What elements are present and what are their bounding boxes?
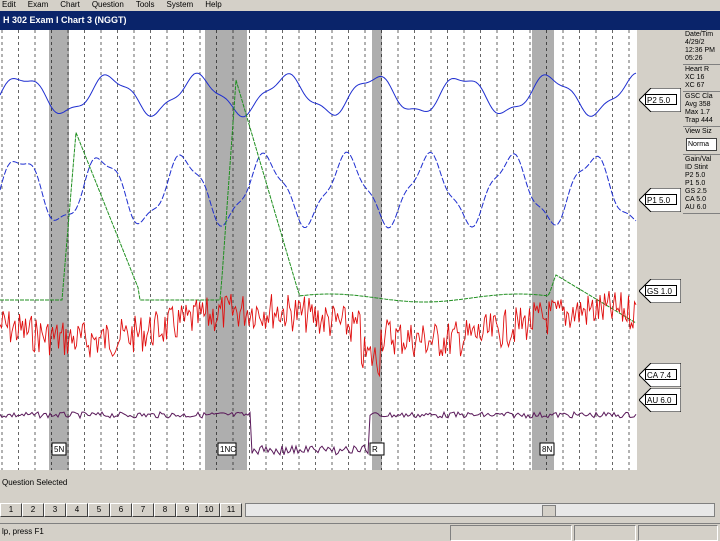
polygraph-chart[interactable]: 5N 1NC R 8N (0, 30, 637, 470)
status-bar: lp, press F1 (0, 523, 720, 541)
menu-help[interactable]: Help (205, 0, 222, 9)
question-button[interactable]: 2 (22, 503, 44, 517)
time-line: 12:36 PM (685, 47, 715, 54)
question-marker-label: R (372, 445, 378, 454)
question-button[interactable]: 4 (66, 503, 88, 517)
question-button[interactable]: 7 (132, 503, 154, 517)
gain-value: P1 5.0 (685, 180, 706, 187)
channel-label-gs: GS 1.0 (645, 285, 677, 296)
question-marker-box (217, 442, 237, 456)
question-button[interactable]: 9 (176, 503, 198, 517)
channel-label-p2: P2 5.0 (645, 94, 677, 105)
elapsed-line: 05:26 (685, 55, 703, 62)
gain-value: AU 6.0 (685, 204, 707, 211)
pneumo-lower-trace (0, 151, 637, 229)
gain-label: Gain/Val (685, 156, 712, 163)
menu-edit[interactable]: Edit (2, 0, 16, 9)
question-marker-label: 8N (542, 445, 552, 454)
channel-handle-p2[interactable]: P2 5.0 (638, 87, 682, 113)
date-label: Date/Tim (685, 31, 714, 38)
gsc-line: Max 1.7 (685, 109, 710, 116)
horizontal-scrollbar[interactable] (245, 503, 715, 517)
stimulus-band (532, 30, 554, 470)
status-cell (638, 525, 718, 541)
question-marker-box (539, 442, 555, 456)
date-line: 4/29/2 (685, 39, 705, 46)
gain-sub-label: ID Stint (685, 164, 708, 171)
gsc-label: GSC Cla (685, 93, 713, 100)
stimulus-band (205, 30, 247, 470)
question-button[interactable]: 6 (110, 503, 132, 517)
heart-rate-label: Heart R (685, 66, 710, 73)
gain-value: CA 5.0 (685, 196, 707, 203)
channel-handle-au[interactable]: AU 6.0 (638, 387, 682, 413)
channel-handle-ca[interactable]: CA 7.4 (638, 362, 682, 388)
gain-section: Gain/Val ID Stint P2 5.0 P1 5.0 GS 2.5 C… (683, 155, 720, 214)
gsc-line: Avg 358 (685, 101, 711, 108)
scroll-thumb[interactable] (542, 505, 556, 517)
channel-label-ca: CA 7.4 (645, 369, 677, 380)
status-text: lp, press F1 (2, 527, 44, 536)
question-marker-box (51, 442, 67, 456)
question-button[interactable]: 3 (44, 503, 66, 517)
gain-value: P2 5.0 (685, 172, 706, 179)
heart-rate-section: Heart R XC 16 XC 67 (683, 65, 720, 92)
question-button[interactable]: 8 (154, 503, 176, 517)
question-button[interactable]: 1 (0, 503, 22, 517)
view-size-section: View Siz Norma (683, 127, 720, 155)
menu-tools[interactable]: Tools (135, 0, 155, 9)
view-size-select[interactable]: Norma (686, 138, 717, 151)
channel-handle-gs[interactable]: GS 1.0 (638, 278, 682, 304)
question-marker-box (369, 442, 385, 456)
activity-trace (0, 410, 637, 456)
question-button-row: 1 2 3 4 5 6 7 8 9 10 11 (0, 503, 242, 517)
gain-value: GS 2.5 (685, 188, 707, 195)
menu-chart[interactable]: Chart (60, 0, 80, 9)
heart-rate-line: XC 16 (685, 74, 705, 81)
chart-canvas: 5N 1NC R 8N (0, 30, 637, 470)
stimulus-band (372, 30, 382, 470)
menu-bar: Edit Exam Chart Question Tools System He… (0, 0, 720, 11)
date-section: Date/Tim 4/29/2 12:36 PM 05:26 (683, 30, 720, 65)
pneumo-upper-trace (0, 72, 637, 118)
question-marker-label: 1NC (220, 445, 236, 454)
cardio-trace (0, 290, 637, 378)
channel-handle-p1[interactable]: P1 5.0 (638, 187, 682, 213)
info-panel: Date/Tim 4/29/2 12:36 PM 05:26 Heart R X… (683, 30, 720, 470)
question-status: Question Selected (2, 478, 68, 487)
status-cell (574, 525, 636, 541)
status-cell (450, 525, 572, 541)
channel-label-au: AU 6.0 (645, 394, 677, 405)
window-title: H 302 Exam I Chart 3 (NGGT) (0, 11, 720, 30)
stimulus-band (49, 30, 69, 470)
gsc-line: Trap 444 (685, 117, 713, 124)
question-marker-label: 5N (54, 445, 64, 454)
heart-rate-line: XC 67 (685, 82, 705, 89)
gsc-section: GSC Cla Avg 358 Max 1.7 Trap 444 (683, 92, 720, 127)
view-size-label: View Siz (685, 128, 712, 135)
menu-exam[interactable]: Exam (27, 0, 49, 9)
question-button[interactable]: 10 (198, 503, 220, 517)
eda-trace (0, 79, 637, 324)
menu-system[interactable]: System (166, 0, 194, 9)
menu-question[interactable]: Question (91, 0, 124, 9)
channel-label-p1: P1 5.0 (645, 194, 677, 205)
question-button[interactable]: 11 (220, 503, 242, 517)
question-button[interactable]: 5 (88, 503, 110, 517)
